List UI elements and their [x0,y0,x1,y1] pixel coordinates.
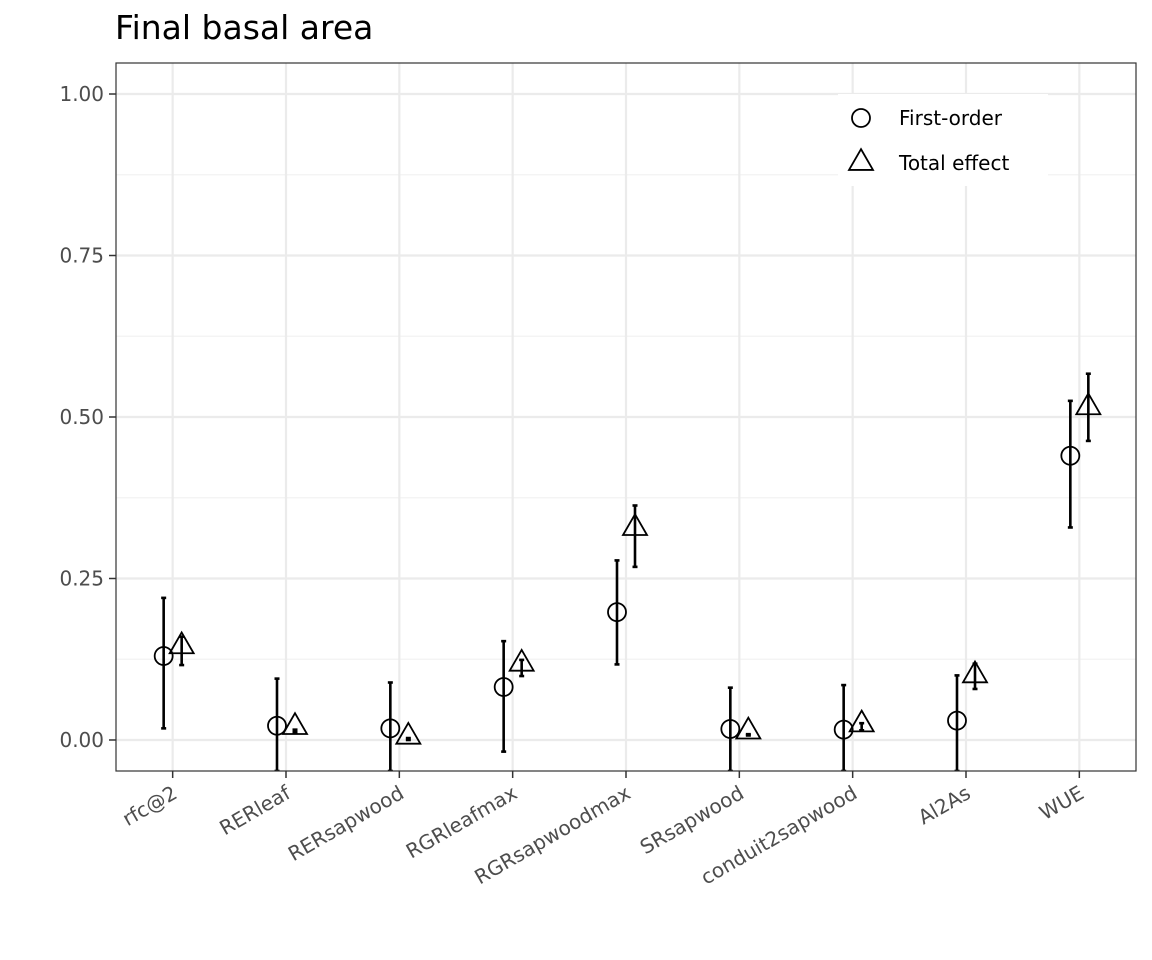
first-order-point [833,719,854,740]
total-effect-point [848,708,876,733]
x-axis: rfc@2 RERleafRERsapwoodRGRleafmaxRGRsapwo… [118,771,1088,889]
total-effect-point [168,630,196,655]
total-effect-point [394,721,422,745]
first-order-point [720,719,741,739]
legend-key-circle [851,108,871,128]
x-tick-label: Al2As [914,781,975,830]
first-order-point [267,715,287,736]
first-order-point [493,677,514,697]
x-tick-label: SRsapwood [636,781,748,860]
legend: First-order Total effect [838,94,1048,186]
x-tick-label: RERsapwood [284,781,408,866]
y-tick-label: 0.00 [59,728,104,752]
first-order-point [947,710,967,731]
total-effect-point [961,659,989,684]
y-tick-label: 0.75 [59,244,104,268]
total-effect-point [281,711,309,735]
error-bars [161,372,1091,771]
legend-key-triangle [847,147,875,171]
first-order-point [380,718,401,739]
legend-label: Total effect [898,151,1009,175]
first-order-point [153,646,174,666]
y-axis: 0.00 0.25 0.50 0.75 1.00 [59,82,116,752]
x-tick-label: rfc@2 [118,781,181,831]
x-tick-label: RERleaf [215,780,295,840]
chart-title: Final basal area [115,8,374,47]
total-effect-point [508,648,536,672]
x-tick-label: WUE [1035,781,1088,825]
total-effect-point [734,715,762,740]
y-tick-label: 1.00 [59,82,104,106]
legend-label: First-order [899,106,1003,130]
data-points [153,391,1102,745]
y-tick-label: 0.50 [59,405,104,429]
y-tick-label: 0.25 [59,566,104,590]
total-effect-point [621,512,649,536]
first-order-point [1060,445,1081,466]
total-effect-point [1074,391,1102,416]
first-order-point [607,602,627,622]
